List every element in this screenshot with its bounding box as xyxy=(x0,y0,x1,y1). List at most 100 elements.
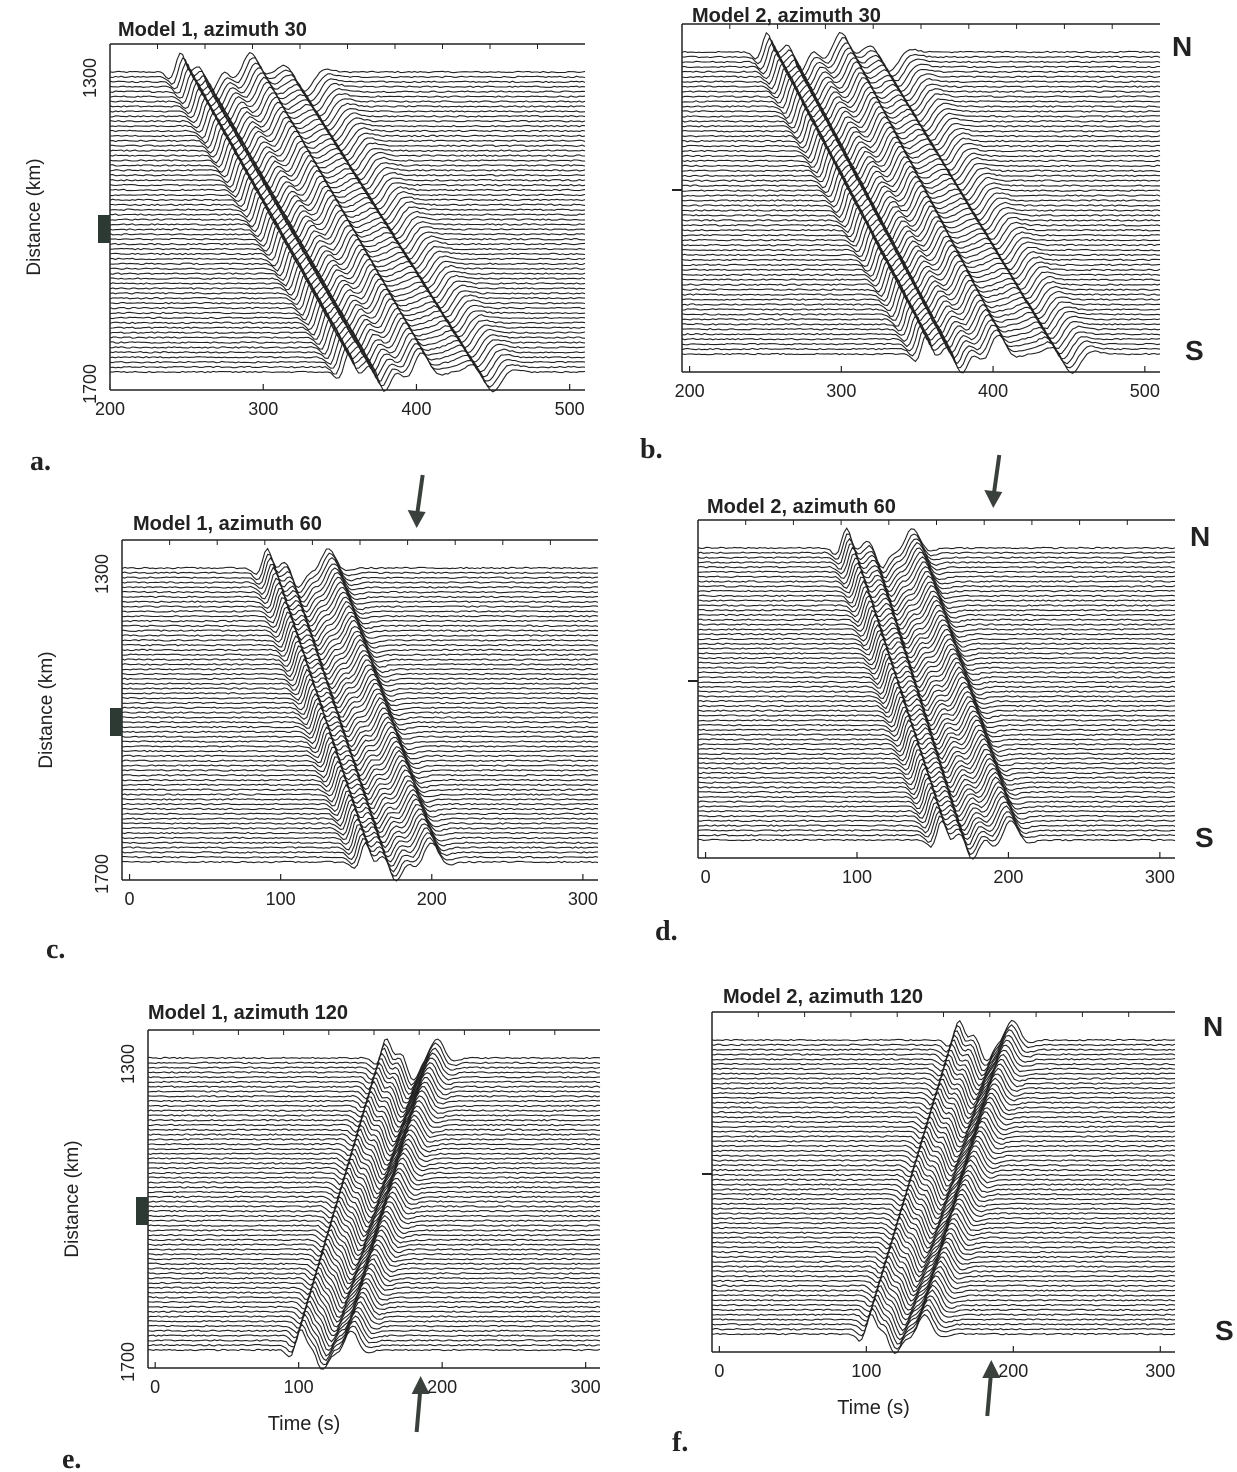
compass-north: N xyxy=(1172,31,1192,62)
seismogram-trace xyxy=(109,150,586,191)
x-axis-label: Time (s) xyxy=(268,1413,341,1435)
seismogram-trace xyxy=(110,218,585,260)
seismogram-trace xyxy=(147,1266,601,1310)
seismogram-trace xyxy=(681,141,1161,182)
seismogram-trace xyxy=(147,1167,601,1210)
seismogram-trace xyxy=(681,189,1161,231)
seismogram-trace xyxy=(681,125,1161,166)
seismogram-trace xyxy=(147,1319,601,1362)
seismogram-trace xyxy=(109,243,586,285)
traces xyxy=(681,31,1161,374)
seismogram-trace xyxy=(109,116,586,156)
seismogram-trace xyxy=(697,801,1176,841)
seismogram-trace xyxy=(711,1216,1176,1260)
traces xyxy=(109,51,586,393)
x-tick-label: 200 xyxy=(95,399,125,419)
seismogram-trace xyxy=(711,1111,1176,1153)
seismogram-trace xyxy=(109,57,586,97)
seismogram-trace xyxy=(681,254,1161,295)
seismogram-trace xyxy=(697,753,1176,793)
seismogram-trace xyxy=(121,663,599,704)
seismogram-trace xyxy=(697,699,1176,741)
seismogram-trace xyxy=(109,159,586,200)
x-tick-label: 100 xyxy=(851,1361,881,1381)
arrow-head xyxy=(411,1376,430,1394)
seismogram-trace xyxy=(109,258,586,300)
seismogram-trace xyxy=(121,547,599,589)
seismogram-trace xyxy=(697,666,1176,707)
y-tick-label: 1700 xyxy=(118,1342,138,1382)
seismogram-trace xyxy=(681,194,1161,235)
seismogram-trace xyxy=(109,76,586,117)
panel-letter: c. xyxy=(46,934,65,965)
seismogram-trace xyxy=(109,249,586,290)
seismogram-trace xyxy=(681,41,1161,83)
seismogram-trace xyxy=(109,283,586,324)
seismogram-trace xyxy=(711,1062,1175,1106)
x-tick-label: 300 xyxy=(1145,867,1175,887)
seismogram-trace xyxy=(711,1192,1176,1236)
x-tick-label: 0 xyxy=(125,889,135,909)
panel-b: 200 300 400 500 Model 2, azimuth 30 b. N S xyxy=(640,5,1204,465)
y-tick-label: 1700 xyxy=(80,364,100,404)
seismogram-trace xyxy=(147,1290,601,1333)
seismogram-trace xyxy=(109,268,586,309)
seismogram-trace xyxy=(711,1236,1176,1278)
seismogram-trace xyxy=(711,1154,1176,1196)
seismogram-trace xyxy=(697,748,1176,789)
seismogram-trace xyxy=(681,220,1161,261)
seismogram-trace xyxy=(121,841,599,882)
seismogram-trace xyxy=(121,571,599,613)
panel-title: Model 2, azimuth 30 xyxy=(692,5,881,27)
seismogram-trace xyxy=(121,624,598,667)
seismogram-trace xyxy=(147,1177,601,1219)
seismogram-trace xyxy=(147,1086,601,1128)
seismogram-trace xyxy=(697,653,1176,693)
seismogram-trace xyxy=(121,764,599,806)
seismogram-trace xyxy=(147,1110,601,1153)
seismogram-trace xyxy=(697,742,1176,784)
arrow-head xyxy=(982,1360,1001,1378)
seismogram-trace xyxy=(697,766,1176,808)
seismogram-trace xyxy=(147,1195,601,1238)
seismogram-trace xyxy=(711,1294,1176,1336)
seismogram-trace xyxy=(147,1261,601,1304)
seismogram-trace xyxy=(109,278,585,318)
seismogram-trace xyxy=(121,692,599,733)
seismogram-trace xyxy=(147,1095,601,1138)
x-tick-label: 300 xyxy=(571,1377,601,1397)
panel-title: Model 1, azimuth 120 xyxy=(148,1002,348,1024)
seismogram-trace xyxy=(121,678,599,718)
seismogram-trace xyxy=(711,1297,1176,1341)
x-tick-label: 300 xyxy=(826,381,856,401)
seismogram-trace xyxy=(110,352,586,393)
panel-letter: b. xyxy=(640,434,663,465)
seismogram-trace xyxy=(109,100,586,142)
y-tick-label: 1300 xyxy=(80,58,100,98)
seismogram-trace xyxy=(711,1096,1176,1139)
seismogram-trace xyxy=(711,1077,1176,1120)
seismogram-trace xyxy=(121,823,598,863)
seismogram-trace xyxy=(109,214,586,254)
seismogram-trace xyxy=(121,736,599,777)
seismogram-trace xyxy=(711,1130,1176,1172)
seismogram-trace xyxy=(147,1114,600,1157)
seismogram-trace xyxy=(711,1269,1176,1311)
seismogram-trace xyxy=(109,165,586,206)
seismogram-trace xyxy=(711,1304,1176,1345)
seismogram-trace xyxy=(697,609,1176,649)
seismogram-trace xyxy=(681,294,1161,335)
seismogram-trace xyxy=(147,1275,600,1319)
seismogram-trace xyxy=(711,1082,1176,1125)
seismogram-trace xyxy=(121,793,599,834)
seismogram-trace xyxy=(147,1128,601,1171)
seismogram-trace xyxy=(147,1238,601,1281)
seismogram-trace xyxy=(147,1076,601,1118)
seismogram-trace xyxy=(711,1173,1176,1215)
seismogram-trace xyxy=(121,779,599,820)
seismogram-trace xyxy=(121,630,599,671)
seismogram-trace xyxy=(711,1073,1176,1115)
seismogram-trace xyxy=(121,619,599,661)
seismogram-trace xyxy=(681,56,1161,98)
